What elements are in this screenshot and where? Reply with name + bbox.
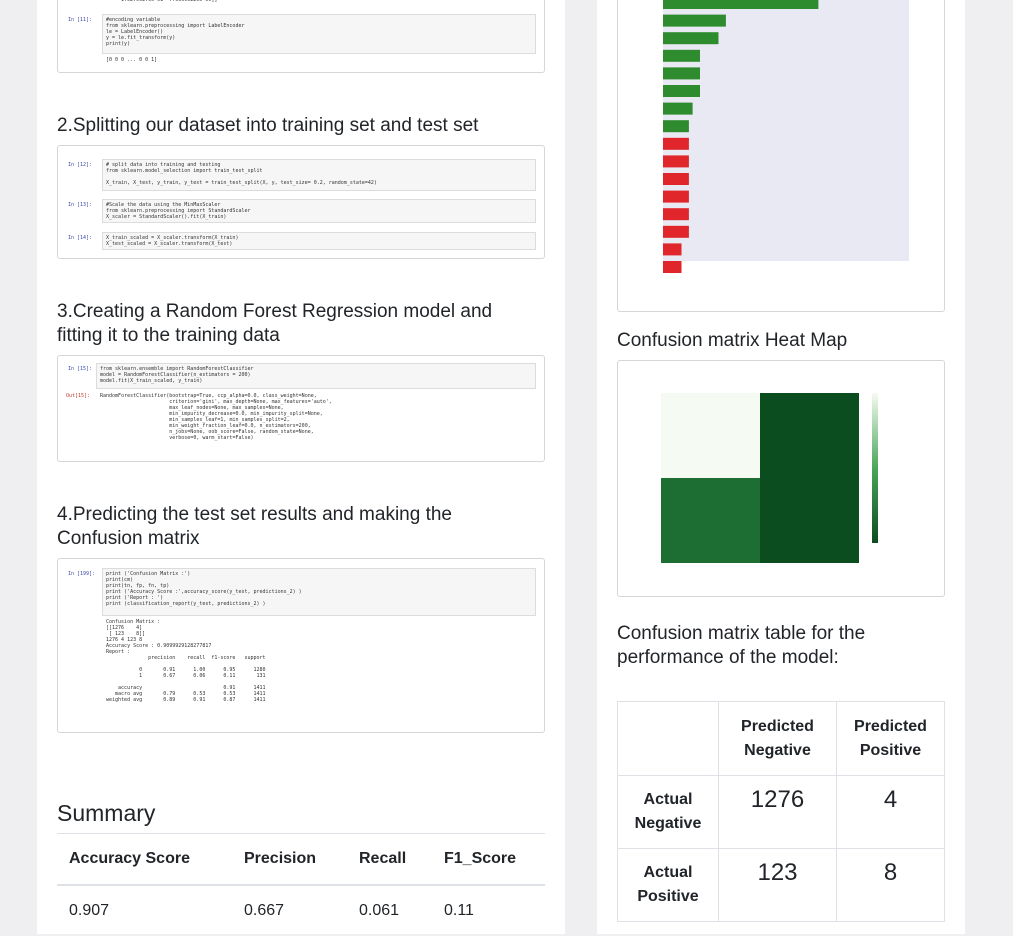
- cell-code[interactable]: #encoding variable from sklearn.preproce…: [102, 14, 536, 54]
- table-row: 0.907 0.667 0.061 0.11: [57, 885, 545, 936]
- summary-table: Accuracy Score Precision Recall F1_Score…: [57, 833, 545, 936]
- chart-bar: [663, 14, 726, 27]
- summary-value-precision: 0.667: [244, 902, 285, 919]
- table-row: Actual Positive 123 8: [617, 848, 945, 922]
- cell-output: [0 0 0 ... 0 0 1]: [106, 57, 158, 63]
- cm-corner-cell: [617, 701, 719, 776]
- confusion-heatmap: [661, 393, 878, 563]
- cell-prompt: In [15]:: [68, 366, 93, 372]
- heatmap-card: [617, 360, 945, 597]
- cell-prompt: In [13]:: [68, 202, 93, 208]
- chart-bar: [663, 32, 719, 45]
- chart-bar: [663, 49, 700, 62]
- chart-bar: [663, 102, 693, 115]
- cell-output-fragment: -1.02790279e-01 7.06999220e-09]]: [118, 0, 218, 3]
- chart-bar: [663, 137, 689, 150]
- code-cell-encode: -1.02790279e-01 7.06999220e-09]] In [11]…: [57, 0, 545, 73]
- section-title-random-forest: 3.Creating a Random Forest Regression mo…: [57, 301, 493, 346]
- table-row: Actual Negative 1276 4: [617, 775, 945, 849]
- summary-value-recall: 0.061: [359, 902, 400, 919]
- confusion-matrix-table: Predicted Negative Predicted Positive Ac…: [617, 701, 945, 922]
- left-column: [37, 0, 565, 934]
- cm-value-tn: 1276: [718, 775, 837, 849]
- cm-value-fp: 4: [836, 775, 945, 849]
- cell-code[interactable]: #Scale the data using the MinMaxScaler f…: [102, 199, 536, 223]
- cell-prompt: In [12]:: [68, 162, 93, 168]
- chart-bar: [663, 261, 682, 273]
- summary-header-precision: Precision: [232, 833, 347, 886]
- cm-header-predicted-positive: Predicted Positive: [836, 701, 945, 776]
- cell-output: Confusion Matrix : [[1276 4] [ 123 8]] 1…: [106, 619, 266, 703]
- cell-code[interactable]: X_train_scaled = X_scaler.transform(X_tr…: [102, 232, 536, 250]
- section-title-splitting: 2.Splitting our dataset into training se…: [57, 115, 479, 136]
- heatmap-cell: [661, 478, 760, 563]
- cm-value-fn: 123: [718, 848, 837, 922]
- cell-prompt: In [199]:: [68, 571, 96, 577]
- chart-bar: [663, 190, 689, 203]
- summary-title: Summary: [57, 800, 156, 826]
- summary-header-f1: F1_Score: [432, 833, 545, 886]
- code-cell-model: In [15]: from sklearn.ensemble import Ra…: [57, 355, 545, 462]
- code-cell-predict: In [199]: print ('Confusion Matrix :') p…: [57, 558, 545, 733]
- feature-bar-chart-card: [617, 0, 945, 312]
- heatmap-cell: [661, 393, 760, 478]
- code-cell-split: In [12]: # split data into training and …: [57, 145, 545, 259]
- cell-code[interactable]: print ('Confusion Matrix :') print(cm) p…: [102, 568, 536, 616]
- feature-bar-chart: [663, 0, 909, 273]
- chart-bar: [663, 243, 682, 256]
- chart-bar: [663, 0, 819, 9]
- section-title-predicting: 4.Predicting the test set results and ma…: [57, 504, 452, 549]
- cm-table-title: Confusion matrix table for the performan…: [617, 623, 866, 668]
- chart-bar: [663, 67, 700, 80]
- summary-value-accuracy: 0.907: [69, 902, 110, 919]
- cm-header-predicted-negative: Predicted Negative: [718, 701, 837, 776]
- chart-bar: [663, 173, 689, 185]
- chart-bar: [663, 155, 689, 168]
- cell-prompt: In [11]:: [68, 17, 93, 23]
- cell-code[interactable]: # split data into training and testing f…: [102, 159, 536, 191]
- cell-out-prompt: Out[15]:: [66, 393, 91, 399]
- cm-row-label-actual-positive: Actual Positive: [617, 848, 719, 922]
- chart-bar: [663, 225, 689, 238]
- chart-bar: [663, 208, 689, 221]
- cm-value-tp: 8: [836, 848, 945, 922]
- summary-header-accuracy: Accuracy Score: [57, 833, 232, 886]
- summary-value-f1: 0.11: [444, 902, 474, 919]
- heatmap-colorbar: [872, 393, 878, 543]
- cell-output: RandomForestClassifier(bootstrap=True, c…: [100, 393, 332, 441]
- cell-prompt: In [14]:: [68, 235, 93, 241]
- heatmap-cell: [760, 393, 859, 478]
- heatmap-cell: [760, 478, 859, 563]
- heatmap-title: Confusion matrix Heat Map: [617, 330, 848, 351]
- chart-bar: [663, 85, 700, 97]
- cell-code[interactable]: from sklearn.ensemble import RandomFores…: [96, 363, 536, 389]
- chart-bar: [663, 120, 689, 133]
- summary-header-recall: Recall: [347, 833, 432, 886]
- cm-row-label-actual-negative: Actual Negative: [617, 775, 719, 849]
